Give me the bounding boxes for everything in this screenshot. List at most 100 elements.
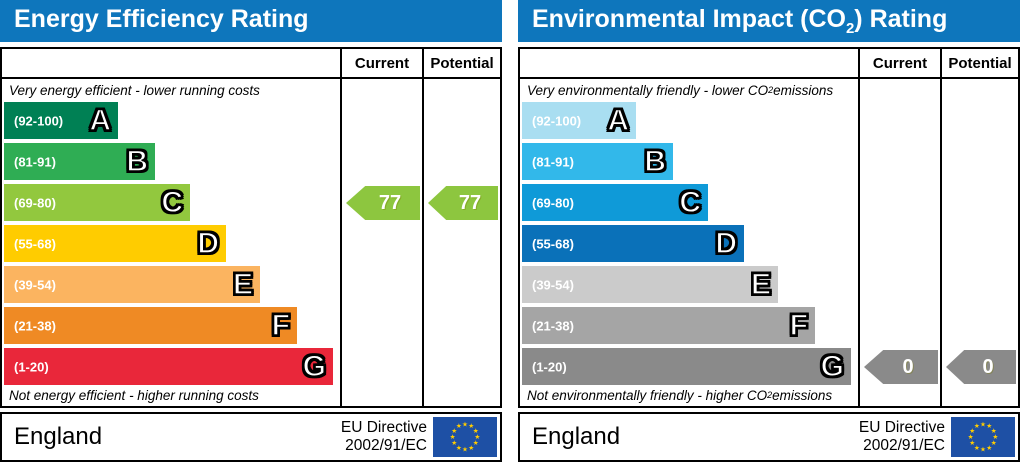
svg-text:★: ★ [456,422,462,430]
svg-text:★: ★ [980,421,986,429]
current-rating-value: 0 [902,355,914,378]
band-d: (55-68) D [4,225,226,262]
band-a: (92-100) A [4,102,118,139]
svg-text:★: ★ [468,444,474,452]
potential-rating-arrow: 0 [946,350,1016,384]
table-header: Current Potential [520,49,1018,79]
band-a: (92-100) A [522,102,636,139]
potential-column-header: Potential [430,54,494,72]
bottom-scale-label: Not energy efficient - higher running co… [9,387,259,403]
energy-efficiency-panel: Energy Efficiency Rating Current Potenti… [0,0,502,462]
panel-footer: England EU Directive 2002/91/EC ★ ★ ★ ★ … [518,412,1020,462]
svg-text:★: ★ [991,427,997,435]
bottom-scale-label: Not environmentally friendly - higher CO… [527,387,833,403]
table-header: Current Potential [2,49,500,79]
panel-title: Environmental Impact (CO2) Rating [532,5,948,37]
potential-rating-arrow: 77 [428,186,498,220]
svg-text:★: ★ [969,439,975,447]
band-f: (21-38) F [522,307,815,344]
band-e: (39-54) E [4,266,260,303]
svg-text:★: ★ [451,427,457,435]
band-f: (21-38) F [4,307,297,344]
svg-text:★: ★ [462,421,468,429]
eu-flag-icon: ★ ★ ★ ★ ★ ★ ★ ★ ★ ★ ★ ★ [433,417,497,457]
eu-flag-icon: ★ ★ ★ ★ ★ ★ ★ ★ ★ ★ ★ ★ [951,417,1015,457]
band-g: (1-20) G [4,348,333,385]
band-range: (69-80) [14,195,56,210]
band-b: (81-91) B [522,143,673,180]
band-b: (81-91) B [4,143,155,180]
band-letter: B [126,144,149,178]
band-range: (92-100) [532,113,582,128]
band-letter: G [820,349,845,383]
band-area: (92-100) A (81-91) B (69-80) C (55-68) D… [4,102,333,389]
environmental-impact-panel: Environmental Impact (CO2) Rating Curren… [518,0,1020,462]
panel-footer: England EU Directive 2002/91/EC ★ ★ ★ ★ … [0,412,502,462]
svg-text:★: ★ [468,422,474,430]
eu-flag-stars: ★ ★ ★ ★ ★ ★ ★ ★ ★ ★ ★ ★ [450,421,481,454]
svg-text:★: ★ [968,433,974,441]
band-d: (55-68) D [522,225,744,262]
region-label: England [14,423,103,450]
svg-text:★: ★ [980,445,986,453]
svg-text:★: ★ [974,444,980,452]
column-divider [858,49,860,406]
band-letter: E [750,267,771,301]
svg-text:★: ★ [473,427,479,435]
band-range: (81-91) [14,154,56,169]
energy-rating-table: Current Potential Very energy efficient … [0,47,502,408]
column-divider [422,49,424,406]
band-letter: A [607,103,630,137]
svg-text:★: ★ [451,439,457,447]
svg-text:★: ★ [986,444,992,452]
band-range: (81-91) [532,154,574,169]
band-range: (39-54) [14,277,56,292]
band-letter: B [644,144,667,178]
band-range: (1-20) [532,359,567,374]
band-letter: A [89,103,112,137]
band-area: (92-100) A (81-91) B (69-80) C (55-68) D… [522,102,851,389]
band-range: (55-68) [532,236,574,251]
svg-text:★: ★ [456,444,462,452]
svg-text:★: ★ [992,433,998,441]
current-column-header: Current [872,54,928,72]
svg-text:★: ★ [991,439,997,447]
band-range: (69-80) [532,195,574,210]
eu-flag-stars: ★ ★ ★ ★ ★ ★ ★ ★ ★ ★ ★ ★ [968,421,999,454]
band-c: (69-80) C [522,184,708,221]
potential-column-header: Potential [948,54,1012,72]
band-range: (21-38) [14,318,56,333]
environmental-rating-table: Current Potential Very environmentally f… [518,47,1020,408]
band-letter: F [789,308,809,342]
band-letter: E [232,267,253,301]
band-range: (1-20) [14,359,49,374]
eu-directive-label: EU Directive 2002/91/EC [340,419,427,454]
svg-text:★: ★ [450,433,456,441]
band-range: (21-38) [532,318,574,333]
environmental-title-bar: Environmental Impact (CO2) Rating [518,0,1020,42]
top-scale-label: Very energy efficient - lower running co… [9,82,260,98]
top-scale-label: Very environmentally friendly - lower CO… [527,82,834,98]
band-range: (39-54) [532,277,574,292]
current-column-header: Current [354,54,410,72]
svg-text:★: ★ [974,422,980,430]
region-label: England [532,423,621,450]
band-letter: C [679,185,702,219]
eu-directive-label: EU Directive 2002/91/EC [858,419,945,454]
current-rating-arrow: 77 [346,186,420,220]
panel-title: Energy Efficiency Rating [14,5,309,33]
band-range: (92-100) [14,113,64,128]
band-letter: F [271,308,291,342]
potential-rating-value: 77 [458,191,482,214]
column-divider [940,49,942,406]
current-rating-arrow: 0 [864,350,938,384]
band-letter: D [197,226,220,260]
column-divider [340,49,342,406]
band-e: (39-54) E [522,266,778,303]
band-letter: G [302,349,327,383]
band-c: (69-80) C [4,184,190,221]
svg-text:★: ★ [986,422,992,430]
current-rating-value: 77 [378,191,402,214]
band-letter: C [161,185,184,219]
